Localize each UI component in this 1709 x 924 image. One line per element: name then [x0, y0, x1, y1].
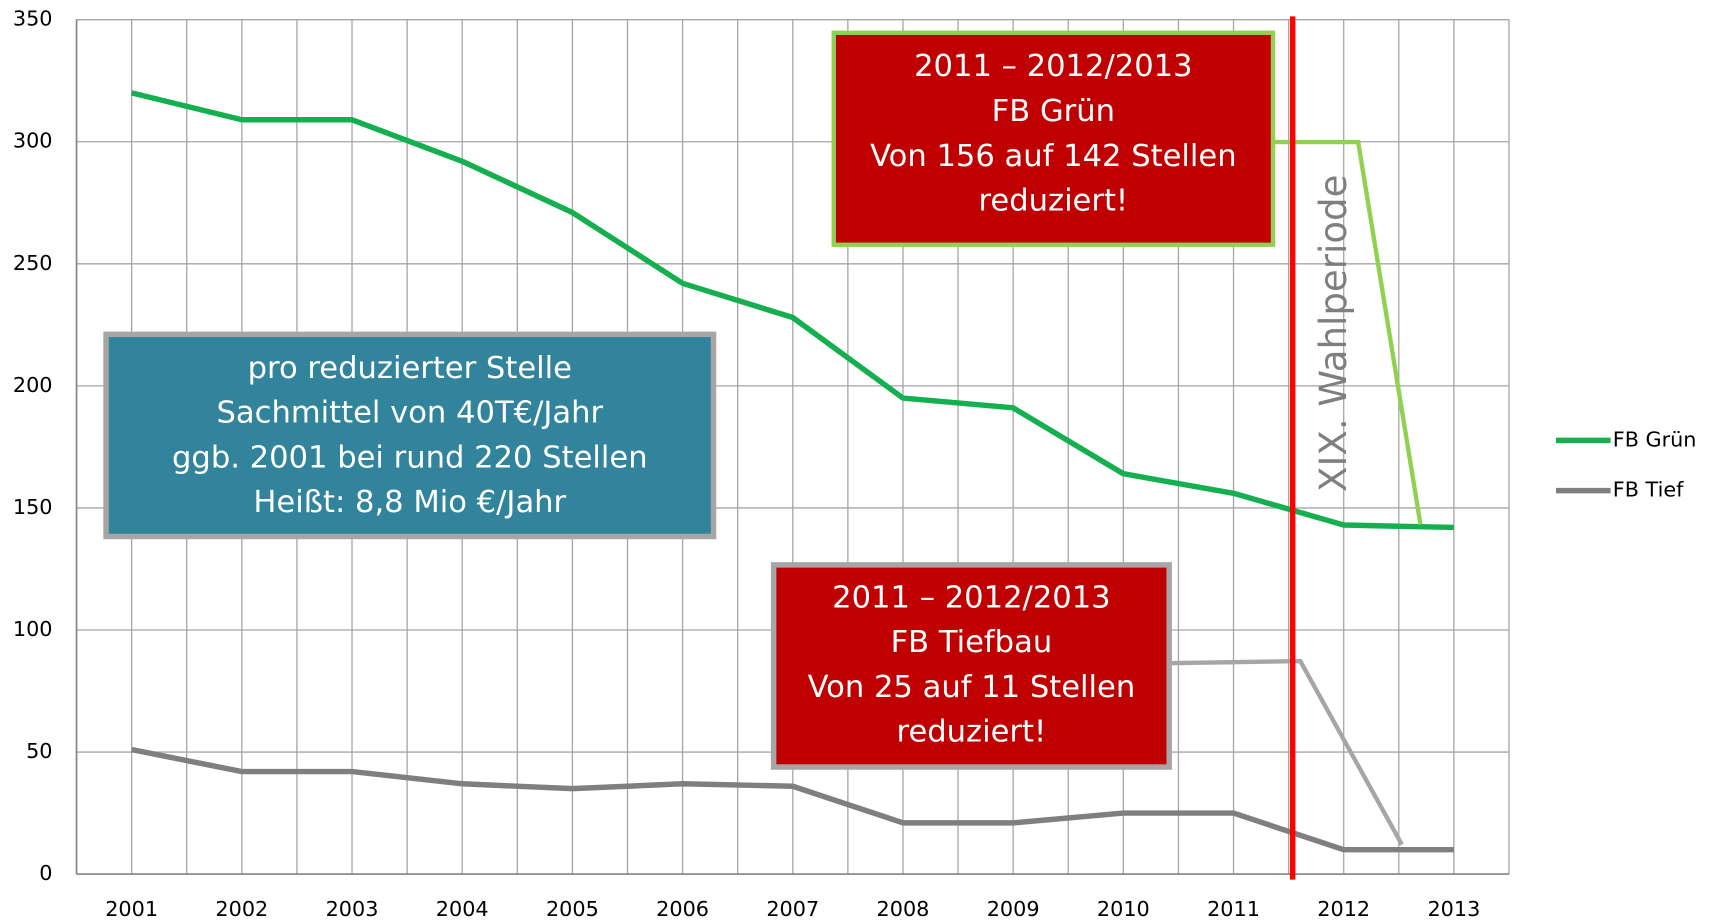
x-tick-label: 2003	[326, 897, 379, 920]
annotation-text: reduziert!	[979, 184, 1129, 219]
x-tick-label: 2012	[1317, 897, 1370, 920]
y-tick-label: 250	[13, 251, 53, 275]
annotation-box	[770, 562, 1172, 770]
x-tick-label: 2013	[1427, 897, 1480, 920]
y-tick-label: 300	[13, 129, 53, 153]
annotation-text: 2011 – 2012/2013	[832, 580, 1111, 615]
x-tick-label: 2009	[987, 897, 1040, 920]
connector	[1169, 658, 1404, 846]
annotation-text: ggb. 2001 bei rund 220 Stellen	[172, 440, 648, 475]
x-tick-label: 2001	[105, 897, 158, 920]
annotation-box	[103, 331, 717, 540]
y-tick-label: 100	[13, 617, 53, 641]
y-tick-label: 350	[13, 7, 53, 31]
period-label: XIX. Wahlperiode	[1312, 175, 1355, 492]
legend-label: FB Grün	[1613, 427, 1697, 451]
annotation-text: Von 25 auf 11 Stellen	[808, 670, 1136, 705]
legend-label: FB Tief	[1613, 478, 1684, 502]
x-tick-label: 2011	[1207, 897, 1260, 920]
series-line	[130, 90, 1454, 531]
connector	[1270, 139, 1423, 525]
annotation-text: FB Grün	[992, 94, 1115, 129]
x-tick-label: 2010	[1097, 897, 1150, 920]
annotation-text: pro reduzierter Stelle	[248, 351, 572, 386]
annotation-text: FB Tiefbau	[891, 625, 1053, 660]
annotation-text: Sachmittel von 40T€/Jahr	[217, 396, 604, 431]
annotation-text: Heißt: 8,8 Mio €/Jahr	[253, 485, 566, 520]
y-tick-label: 200	[13, 373, 53, 397]
x-tick-label: 2002	[215, 897, 268, 920]
legend: FB Grün FB Tief	[1555, 427, 1697, 502]
x-tick-label: 2005	[546, 897, 599, 920]
annotation-text: reduziert!	[897, 715, 1047, 750]
x-tick-label: 2004	[436, 897, 489, 920]
y-tick-label: 150	[13, 495, 53, 519]
annotation-text: 2011 – 2012/2013	[914, 49, 1192, 84]
x-tick-label: 2008	[877, 897, 930, 920]
annotation-box	[831, 30, 1276, 247]
y-tick-label: 0	[39, 861, 52, 885]
annotation-text: Von 156 auf 142 Stellen	[870, 139, 1237, 174]
x-tick-label: 2006	[656, 897, 709, 920]
series-line	[131, 746, 1454, 853]
x-tick-label: 2007	[766, 897, 819, 920]
y-tick-label: 50	[26, 739, 52, 763]
annotations: 2011 – 2012/2013 FB Grün Von 156 auf 142 S…	[172, 49, 1237, 749]
lines	[130, 90, 1454, 853]
